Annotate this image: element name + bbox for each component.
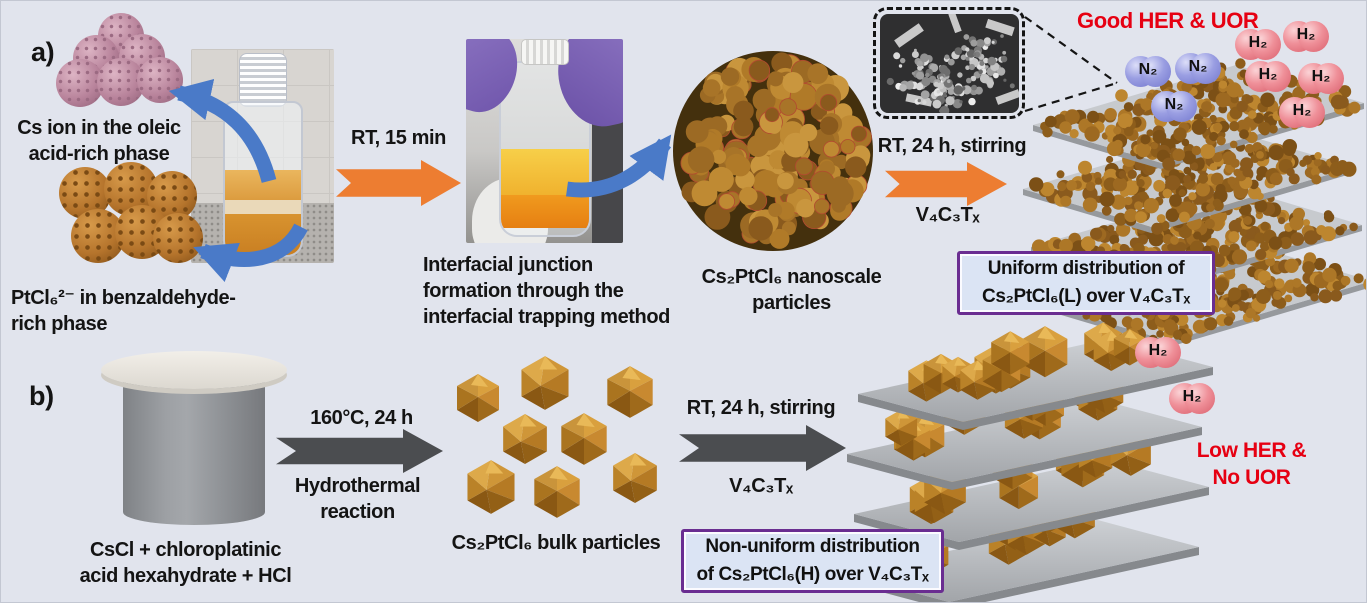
ptcl6-sphere [153,213,203,263]
result-box-b-line1: Non-uniform distribution [705,536,920,558]
h2-molecule: H₂ [1279,97,1325,128]
interfacial-caption: Interfacial junction formation through t… [423,252,670,330]
h2-label: H₂ [1296,26,1316,43]
h2-label: H₂ [1311,68,1331,85]
result-box-a-line2: Cs₂PtCl₆(L) over V₄C₃Tₓ [982,286,1190,307]
photo-two-phase-vial [191,49,334,263]
nanoparticle-caption-line2: particles [752,292,831,314]
h2-label: H₂ [1182,388,1202,405]
sem-inset-frame [873,7,1025,119]
bulk-caption: Cs₂PtCl₆ bulk particles [451,532,661,554]
precursor-caption-line1: CsCl + chloroplatinic [89,539,282,561]
oleic-phase-liquid [224,169,301,201]
hydrothermal-line1: Hydrothermal [294,475,421,497]
result-label-a: Good HER & UOR [1077,8,1259,33]
n2-molecule: N₂ [1175,53,1221,84]
nanoscale-particle-cluster [673,51,873,251]
pt-phase-caption-line1: PtCl₆²⁻ in benzaldehyde- [11,287,236,309]
result-label-b: Low HER & No UOR [1189,437,1314,492]
cs-phase-caption: Cs ion in the oleic acid-rich phase [9,115,189,167]
result-label-b-line2: No UOR [1212,466,1291,490]
nanoparticle-caption-line1: Cs₂PtCl₆ nanoscale [701,266,882,288]
step1-arrow-sublabel-b: Hydrothermal reaction [285,473,430,525]
result-box-a: Uniform distribution of Cs₂PtCl₆(L) over… [957,251,1215,315]
pt-phase-caption-line2: rich phase [11,313,108,335]
step2-arrow-sublabel-a: V₄C₃Tₓ [915,204,980,226]
n2-label: N₂ [1164,96,1184,113]
hydrothermal-line2: reaction [320,501,395,523]
pt-phase-caption: PtCl₆²⁻ in benzaldehyde- rich phase [11,285,251,337]
liquid-interface [224,200,301,214]
emulsion-liquid [500,149,589,229]
h2-label: H₂ [1292,102,1312,119]
interfacial-caption-line1: Interfacial junction [423,254,593,276]
n2-molecule: N₂ [1125,56,1171,87]
h2-molecule: H₂ [1245,61,1291,92]
h2-label: H₂ [1258,66,1278,83]
result-label-b-line1: Low HER & [1196,439,1307,462]
h2-molecule: H₂ [1169,383,1215,414]
h2-molecule: H₂ [1135,337,1181,368]
cs-phase-caption-line2: acid-rich phase [28,143,170,165]
cs-sphere [137,57,183,103]
n2-label: N₂ [1138,61,1158,78]
step2-arrow-label-a: RT, 24 h, stirring [877,135,1027,157]
panel-a-label: a) [31,37,55,67]
result-box-b-line2: of Cs₂PtCl₆(H) over V₄C₃Tₓ [696,564,929,585]
precursor-caption: CsCl + chloroplatinic acid hexahydrate +… [63,537,308,589]
h2-label: H₂ [1148,342,1168,359]
n2-molecule: N₂ [1151,91,1197,122]
autoclave-lid [101,351,287,389]
step2-arrow-sublabel-b: V₄C₃Tₓ [729,475,793,497]
vial-cap [520,39,569,65]
bulk-particle-cluster [457,356,657,518]
autoclave-body [123,381,265,525]
cs-sphere [56,59,104,107]
precursor-caption-line2: acid hexahydrate + HCl [79,565,292,587]
interfacial-caption-line2: formation through the [423,280,624,302]
photo-gloved-hand-vial [466,39,623,243]
vial-body [222,101,303,257]
step1-arrow-label-a: RT, 15 min [351,127,446,149]
yellow-emulsion-layer [500,149,589,195]
h2-molecule: H₂ [1298,63,1344,94]
result-box-b: Non-uniform distribution of Cs₂PtCl₆(H) … [681,529,944,593]
step1-arrow-label-b: 160°C, 24 h [310,407,413,429]
nanoparticle-caption: Cs₂PtCl₆ nanoscale particles [689,264,894,316]
step2-arrow-label-b: RT, 24 h, stirring [686,397,836,419]
result-box-a-line1: Uniform distribution of [987,258,1185,280]
h2-label: H₂ [1248,34,1268,51]
orange-emulsion-layer [500,194,589,229]
h2-molecule: H₂ [1283,21,1329,52]
interfacial-caption-line3: interfacial trapping method [423,306,671,328]
cs-phase-caption-line1: Cs ion in the oleic [17,117,181,139]
h2-molecule: H₂ [1235,29,1281,60]
panel-b-label: b) [29,381,54,411]
benzaldehyde-phase-liquid [224,213,301,255]
hydrothermal-autoclave [101,351,287,525]
vial-neck [238,53,287,107]
n2-label: N₂ [1188,58,1208,75]
